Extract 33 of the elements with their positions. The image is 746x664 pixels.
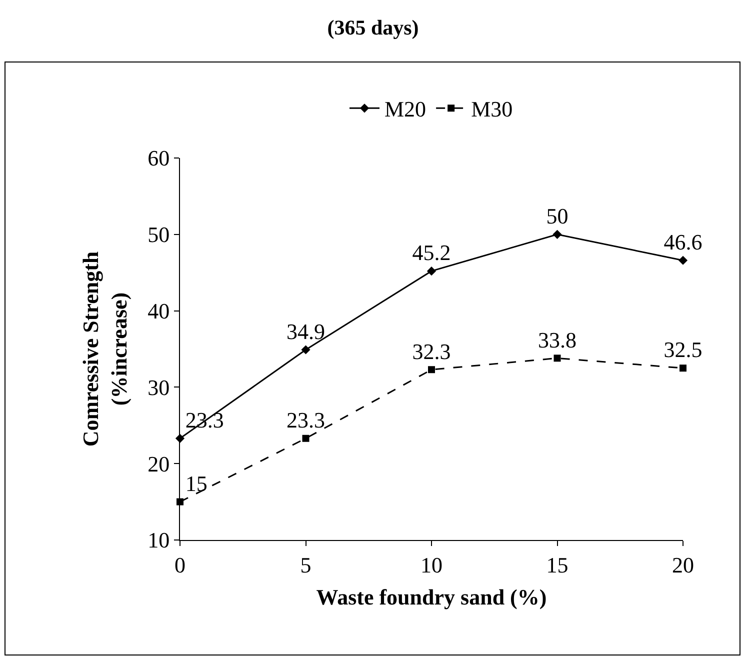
legend-label: M20 (384, 96, 426, 122)
x-tick-label: 20 (672, 552, 694, 578)
y-axis-title: Comressive Strength (%increase) (78, 251, 132, 447)
point (678, 256, 688, 265)
x-tick-label: 10 (420, 552, 442, 578)
x-axis-title: Waste foundry sand (%) (316, 584, 547, 610)
x-tick-label: 0 (174, 552, 186, 578)
y-tick-label: 40 (148, 298, 170, 324)
point (680, 364, 686, 372)
x-tick-label: 15 (546, 552, 568, 578)
x-tick-label: 5 (300, 552, 312, 578)
data-label: 32.3 (412, 338, 451, 364)
chart-title: (365 days) (327, 16, 419, 40)
data-label: 32.5 (664, 337, 702, 362)
point (302, 434, 310, 442)
data-label: 45.2 (412, 240, 451, 266)
data-label: 33.8 (538, 327, 576, 352)
y-tick-label: 10 (148, 528, 170, 553)
y-tick-label: 30 (148, 374, 170, 400)
point (554, 354, 561, 362)
data-label: 46.6 (664, 230, 702, 255)
data-label: 34.9 (286, 318, 325, 344)
data-label: 23.3 (286, 408, 325, 433)
data-label: 15 (185, 470, 208, 496)
y-tick-label: 20 (148, 451, 170, 476)
data-label: 50 (546, 204, 568, 229)
point (428, 366, 435, 374)
y-tick-label: 50 (148, 222, 170, 248)
legend-label: M30 (471, 96, 513, 122)
point (552, 230, 562, 239)
point (301, 345, 310, 354)
y-tick-label: 60 (148, 146, 170, 171)
point (426, 266, 436, 276)
